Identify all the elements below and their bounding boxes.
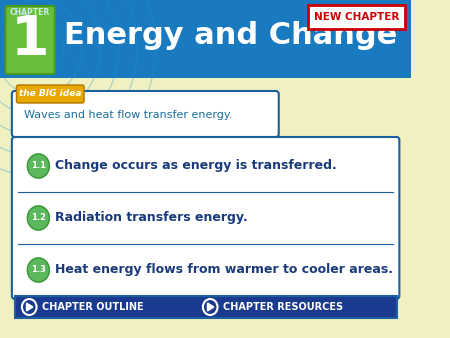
Text: NEW CHAPTER: NEW CHAPTER	[314, 12, 399, 22]
Text: Energy and Change: Energy and Change	[64, 21, 397, 49]
FancyBboxPatch shape	[12, 137, 399, 299]
Text: 1.3: 1.3	[31, 266, 46, 274]
Text: the BIG idea: the BIG idea	[19, 90, 81, 98]
Text: CHAPTER OUTLINE: CHAPTER OUTLINE	[42, 302, 144, 312]
Text: Radiation transfers energy.: Radiation transfers energy.	[55, 212, 248, 224]
Circle shape	[27, 154, 50, 178]
Text: Waves and heat flow transfer energy.: Waves and heat flow transfer energy.	[24, 110, 232, 120]
Circle shape	[27, 206, 50, 230]
Polygon shape	[207, 303, 214, 311]
Text: Change occurs as energy is transferred.: Change occurs as energy is transferred.	[55, 160, 337, 172]
FancyBboxPatch shape	[308, 5, 405, 29]
Text: 1: 1	[11, 13, 50, 67]
Text: CHAPTER RESOURCES: CHAPTER RESOURCES	[223, 302, 343, 312]
Text: 1.1: 1.1	[31, 162, 46, 170]
Polygon shape	[27, 303, 33, 311]
FancyBboxPatch shape	[17, 85, 84, 103]
Circle shape	[27, 258, 50, 282]
FancyBboxPatch shape	[0, 0, 411, 78]
Text: CHAPTER: CHAPTER	[10, 8, 50, 17]
Text: Heat energy flows from warmer to cooler areas.: Heat energy flows from warmer to cooler …	[55, 264, 393, 276]
Text: 1.2: 1.2	[31, 214, 46, 222]
FancyBboxPatch shape	[14, 296, 396, 318]
FancyBboxPatch shape	[12, 91, 279, 137]
FancyBboxPatch shape	[5, 6, 55, 74]
